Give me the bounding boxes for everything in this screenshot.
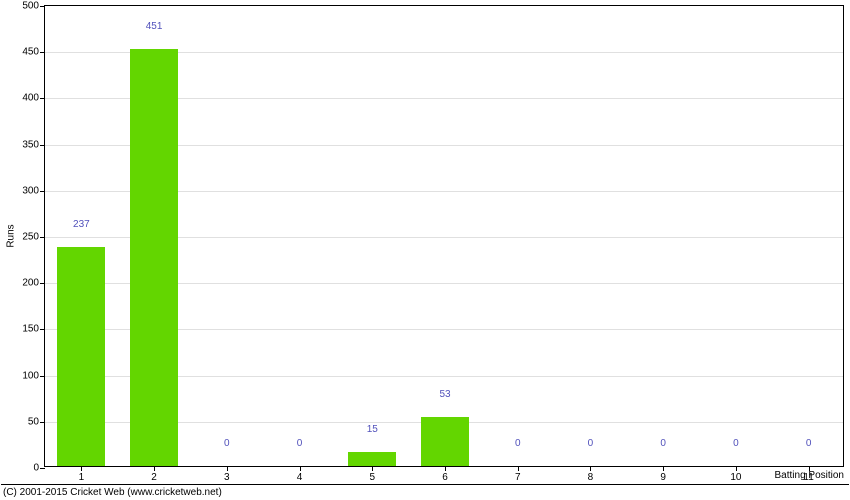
x-tick-label: 9 [660, 466, 666, 483]
bar-value-label: 0 [733, 438, 739, 452]
y-tick-label: 300 [22, 185, 45, 196]
bar [348, 452, 396, 466]
y-tick-label: 350 [22, 139, 45, 150]
y-tick-label: 200 [22, 278, 45, 289]
y-tick-label: 50 [28, 416, 45, 427]
x-tick-label: 6 [442, 466, 448, 483]
x-tick-label: 3 [224, 466, 230, 483]
x-tick-label: 5 [369, 466, 375, 483]
footer-copyright: (C) 2001-2015 Cricket Web (www.cricketwe… [3, 487, 222, 498]
y-tick-label: 500 [22, 1, 45, 12]
y-tick-label: 250 [22, 232, 45, 243]
bar [421, 417, 469, 466]
x-axis-title: Batting Position [775, 470, 845, 481]
bar-value-label: 0 [806, 438, 812, 452]
bar [130, 49, 178, 466]
bar-value-label: 53 [439, 389, 450, 403]
bar-value-label: 15 [367, 424, 378, 438]
x-tick-label: 8 [588, 466, 594, 483]
bar-value-label: 0 [588, 438, 594, 452]
y-tick-label: 100 [22, 370, 45, 381]
bar-value-label: 0 [297, 438, 303, 452]
chart-container: 0501001502002503003504004505001237245130… [0, 0, 850, 500]
y-axis-title: Runs [6, 224, 17, 247]
plot-area: 0501001502002503003504004505001237245130… [44, 5, 844, 467]
footer-divider [1, 484, 849, 485]
x-tick-label: 2 [151, 466, 157, 483]
bar-value-label: 451 [146, 21, 163, 35]
y-tick-label: 450 [22, 47, 45, 58]
x-tick-label: 10 [730, 466, 741, 483]
x-tick-label: 1 [79, 466, 85, 483]
bar-value-label: 0 [660, 438, 666, 452]
x-tick-label: 7 [515, 466, 521, 483]
y-tick-label: 0 [33, 463, 45, 474]
x-tick-label: 4 [297, 466, 303, 483]
bar-value-label: 0 [224, 438, 230, 452]
bar-value-label: 0 [515, 438, 521, 452]
y-tick-label: 150 [22, 324, 45, 335]
y-tick-label: 400 [22, 93, 45, 104]
bar-value-label: 237 [73, 219, 90, 233]
bar [57, 247, 105, 466]
